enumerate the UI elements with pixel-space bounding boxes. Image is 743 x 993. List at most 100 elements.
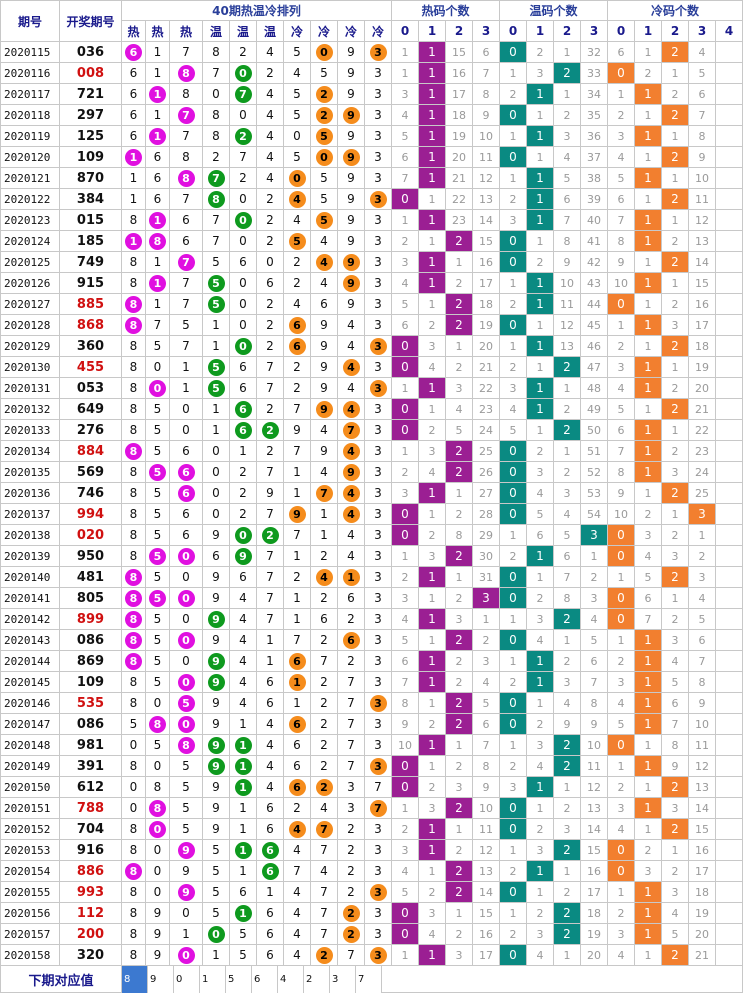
hot-count-hit: 1 [419,483,446,504]
warm-count-miss: 1 [554,42,581,63]
cold-count-hit: 1 [635,210,662,231]
warm-count-miss: 1 [527,420,554,441]
warm-count-hit: 2 [554,840,581,861]
arrangement-cell: 4 [230,672,257,693]
hot-count-miss: 17 [473,945,500,966]
warm-count-miss: 4 [527,756,554,777]
warm-ball: 9 [207,673,225,691]
hot-ball: 1 [125,148,142,166]
arrangement-cell: 6 [170,210,203,231]
arrangement-cell: 5 [146,651,170,672]
arrangement-cell: 0 [203,84,230,105]
arrangement-cell: 6 [338,588,365,609]
arrangement-cell: 9 [203,672,230,693]
cold-count-hit: 2 [662,399,689,420]
arrangement-cell: 6 [284,756,311,777]
cold-count-hit: 1 [635,231,662,252]
hot-count-miss: 2 [392,462,419,483]
next-period-value[interactable]: 4 [278,966,304,993]
warm-ball: 6 [261,841,279,859]
hot-count-miss: 3 [392,252,419,273]
cold-ball: 4 [288,820,306,838]
next-period-value[interactable]: 3 [330,966,356,993]
cold-count-miss: 4 [608,945,635,966]
arrangement-cell: 5 [284,231,311,252]
warm-count-miss: 2 [554,462,581,483]
arrangement-cell: 8 [122,588,146,609]
warm-count-miss: 18 [581,903,608,924]
arrangement-cell: 0 [170,420,203,441]
header-arrangement: 40期热温冷排列 [122,0,392,21]
warm-ball: 0 [207,925,225,943]
hot-ball: 8 [125,862,142,880]
hot-count-miss: 16 [473,924,500,945]
cold-count-empty [716,210,743,231]
header-hot-count-1: 1 [419,21,446,42]
arrangement-cell: 6 [146,147,170,168]
cold-count-hit: 0 [608,588,635,609]
warm-count-miss: 39 [581,189,608,210]
arrangement-cell: 8 [122,924,146,945]
hot-count-miss: 30 [473,546,500,567]
cold-count-miss: 9 [689,693,716,714]
next-period-value[interactable]: 1 [200,966,226,993]
next-period-value[interactable]: 6 [252,966,278,993]
warm-count-miss: 3 [500,777,527,798]
arrangement-cell: 6 [170,525,203,546]
cold-count-miss: 7 [662,714,689,735]
warm-count-miss: 5 [527,504,554,525]
next-period-value[interactable]: 7 [356,966,382,993]
cold-count-miss: 2 [662,378,689,399]
arrangement-cell: 4 [257,168,284,189]
arrangement-cell: 0 [122,777,146,798]
arrangement-cell: 6 [257,798,284,819]
next-period-value[interactable]: 0 [174,966,200,993]
hot-count-miss: 2 [392,231,419,252]
arrangement-cell: 4 [257,126,284,147]
arrangement-cell: 6 [230,567,257,588]
warm-count-miss: 3 [527,924,554,945]
cold-ball: 2 [342,925,360,943]
cold-count-miss: 6 [635,588,662,609]
next-period-value[interactable]: 8 [122,966,148,993]
hot-count-miss: 1 [392,63,419,84]
arrangement-cell: 2 [257,231,284,252]
warm-count-miss: 36 [581,126,608,147]
arrangement-cell: 6 [257,672,284,693]
warm-count-hit: 0 [500,693,527,714]
cold-count-empty [716,147,743,168]
hot-count-miss: 29 [473,525,500,546]
arrangement-cell: 0 [311,147,338,168]
arrangement-cell: 0 [146,756,170,777]
cold-count-miss: 23 [689,441,716,462]
next-period-value[interactable]: 5 [226,966,252,993]
warm-count-miss: 10 [581,735,608,756]
arrangement-cell: 3 [365,126,392,147]
arrangement-cell: 2 [257,441,284,462]
arrangement-cell: 8 [146,714,170,735]
cold-count-empty [716,315,743,336]
warm-ball: 6 [234,421,252,439]
arrangement-cell: 2 [257,63,284,84]
arrangement-cell: 3 [365,714,392,735]
hot-count-miss: 15 [473,231,500,252]
arrangement-cell: 4 [311,798,338,819]
hot-ball: 8 [149,232,166,250]
cold-count-miss: 20 [689,378,716,399]
arrangement-cell: 6 [170,441,203,462]
hot-count-miss: 1 [419,231,446,252]
hot-count-miss: 21 [473,357,500,378]
next-period-value[interactable]: 9 [148,966,174,993]
hot-count-miss: 1 [419,294,446,315]
arrangement-cell: 0 [257,252,284,273]
cold-count-miss: 9 [608,483,635,504]
cold-ball: 7 [369,799,387,817]
header-warm-count-0: 0 [500,21,527,42]
cold-count-miss: 22 [689,420,716,441]
warm-count-hit: 2 [554,420,581,441]
arrangement-cell: 7 [284,525,311,546]
next-period-value[interactable]: 2 [304,966,330,993]
issue-number: 2020158 [0,945,60,966]
cold-count-empty [716,945,743,966]
hot-count-miss: 2 [392,819,419,840]
